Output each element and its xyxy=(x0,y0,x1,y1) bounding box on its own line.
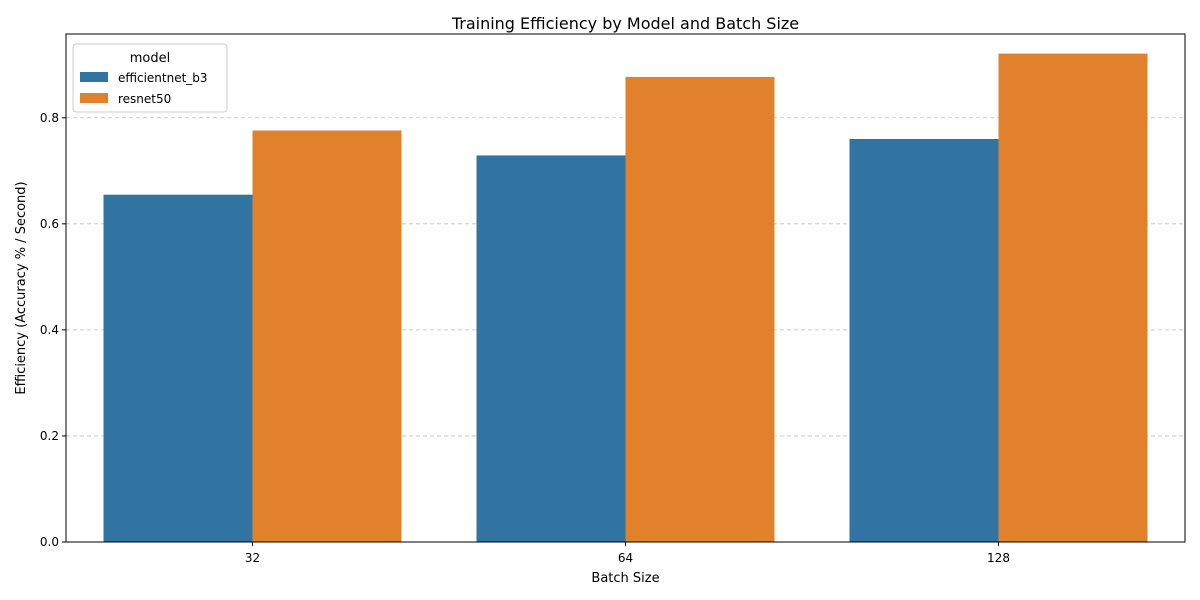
legend-box xyxy=(72,43,228,113)
chart-title: Training Efficiency by Model and Batch S… xyxy=(451,14,799,33)
y-tick-label: 0.4 xyxy=(40,323,59,337)
y-tick-label: 0.0 xyxy=(40,535,59,549)
y-tick-label: 0.2 xyxy=(40,429,59,443)
bar-resnet50-32 xyxy=(252,130,402,542)
x-tick-label: 32 xyxy=(245,551,260,565)
legend-label-resnet50: resnet50 xyxy=(118,92,171,106)
y-axis-label: Efficiency (Accuracy % / Second) xyxy=(14,181,29,394)
legend-swatch-efficientnet-b3 xyxy=(80,72,108,82)
legend-title: model xyxy=(130,51,170,66)
x-axis-ticks: 32 64 128 xyxy=(245,542,1010,565)
x-axis-label: Batch Size xyxy=(591,571,659,586)
y-axis-ticks: 0.0 0.2 0.4 0.6 0.8 xyxy=(40,111,66,549)
x-tick-label: 128 xyxy=(987,551,1010,565)
legend-swatch-resnet50 xyxy=(80,93,108,103)
bar-efficientnet-b3-32 xyxy=(103,194,253,542)
legend-label-efficientnet-b3: efficientnet_b3 xyxy=(118,71,208,85)
y-tick-label: 0.6 xyxy=(40,217,59,231)
bar-efficientnet-b3-128 xyxy=(849,138,999,542)
bar-resnet50-64 xyxy=(625,76,775,543)
x-tick-label: 64 xyxy=(618,551,633,565)
bar-resnet50-128 xyxy=(998,53,1148,542)
bars xyxy=(103,53,1148,543)
legend: model efficientnet_b3 resnet50 xyxy=(72,43,228,113)
y-tick-label: 0.8 xyxy=(40,111,59,125)
bar-efficientnet-b3-64 xyxy=(476,155,626,543)
